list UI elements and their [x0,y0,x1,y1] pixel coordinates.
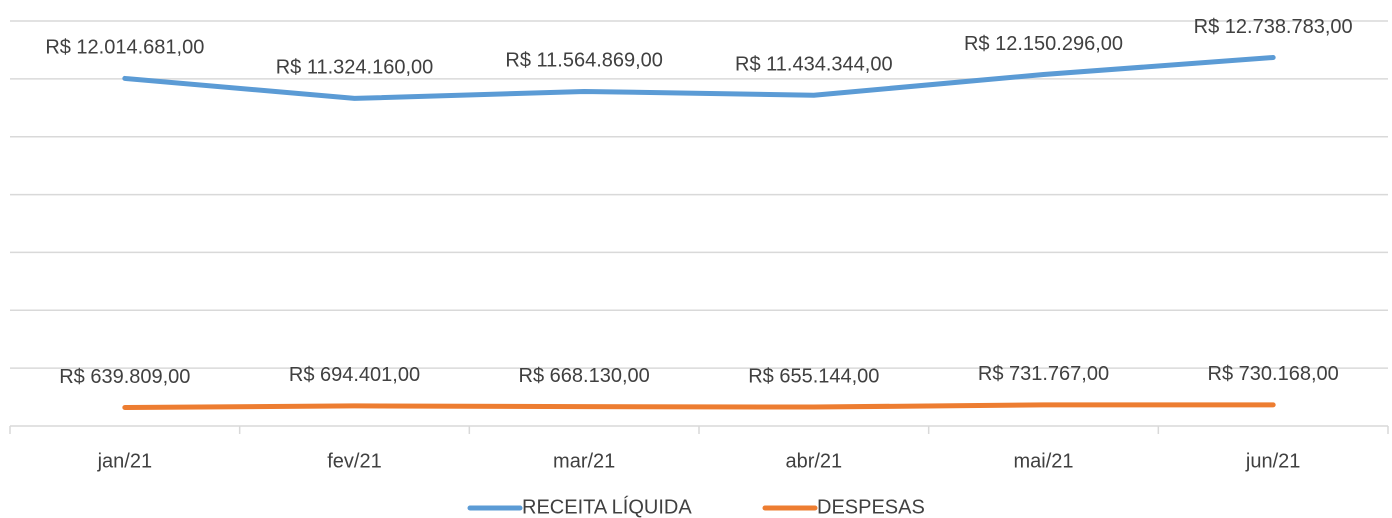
data-label: R$ 11.564.869,00 [505,50,663,72]
data-label: R$ 12.014.681,00 [45,37,204,59]
data-label: R$ 730.168,00 [1208,363,1339,385]
x-tick-label: mar/21 [553,450,615,472]
data-label: R$ 11.324.160,00 [276,57,434,79]
legend-label: DESPESAS [817,496,925,518]
x-tick-label: jan/21 [97,450,153,472]
data-label: R$ 12.738.783,00 [1194,16,1353,38]
legend-label: RECEITA LÍQUIDA [522,495,692,518]
x-tick-label: mai/21 [1013,450,1073,472]
x-tick-label: jun/21 [1245,450,1301,472]
data-label: R$ 655.144,00 [748,365,879,387]
data-label: R$ 11.434.344,00 [735,54,893,76]
line-series [122,54,1276,101]
data-label: R$ 731.767,00 [978,363,1109,385]
data-label: R$ 12.150.296,00 [964,33,1123,55]
line-series [122,402,1276,410]
x-tick-label: fev/21 [327,450,381,472]
data-label: R$ 694.401,00 [289,364,420,386]
x-tick-label: abr/21 [785,450,842,472]
data-label: R$ 639.809,00 [59,366,190,388]
data-label: R$ 668.130,00 [519,365,650,387]
